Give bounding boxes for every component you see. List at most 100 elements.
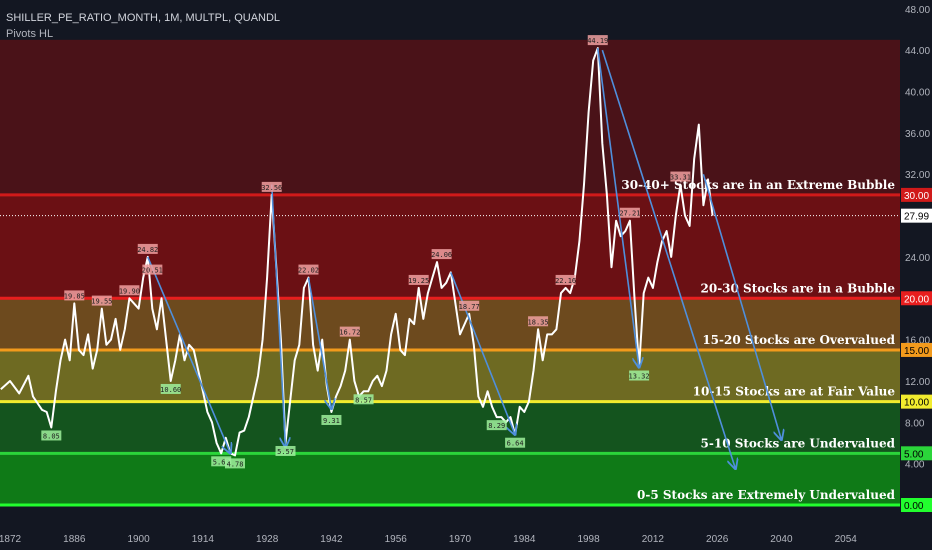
trend-arrow-4 xyxy=(596,47,639,367)
price-tag xyxy=(901,498,932,512)
pivot-low-box-9 xyxy=(629,370,650,381)
zone-band-0 xyxy=(0,39,900,195)
price-tag-label: 15.00 xyxy=(904,346,929,357)
pivot-high-label-10: 18.77 xyxy=(459,303,480,311)
pivot-high-label-3: 24.82 xyxy=(137,246,158,254)
x-tick-label: 1998 xyxy=(577,534,600,545)
zone-label-4: 5-10 Stocks are Undervalued xyxy=(701,436,896,450)
y-tick-label: 24.00 xyxy=(905,253,930,264)
trend-arrow-5 xyxy=(601,49,735,469)
price-tag xyxy=(901,187,932,202)
pivot-low-box-0 xyxy=(41,430,62,441)
x-tick-label: 2054 xyxy=(835,534,858,545)
pivot-low-box-5 xyxy=(321,414,342,425)
x-tick-label: 1872 xyxy=(0,534,22,545)
zone-label-3: 10-15 Stocks are at Fair Value xyxy=(693,385,896,399)
y-tick-label: 48.00 xyxy=(905,5,930,16)
pivot-high-box-1 xyxy=(91,295,112,306)
pivot-low-box-6 xyxy=(353,394,374,405)
y-tick-label: 40.00 xyxy=(905,88,930,99)
price-tag-label: 10.00 xyxy=(904,398,929,409)
pivot-high-label-2: 19.90 xyxy=(119,287,140,295)
pivot-high-label-11: 44.19 xyxy=(587,37,608,45)
pivot-low-box-4 xyxy=(275,445,296,456)
pivot-low-label-1: 10.60 xyxy=(160,386,181,394)
trend-arrow-0 xyxy=(147,256,231,453)
pivot-high-box-2 xyxy=(119,285,140,296)
x-tick-label: 1956 xyxy=(385,534,408,545)
zone-band-5 xyxy=(0,453,900,505)
zone-label-2: 15-20 Stocks are Overvalued xyxy=(702,333,895,347)
pivot-low-label-6: 8.57 xyxy=(355,396,372,404)
pivot-high-box-15 xyxy=(528,316,549,327)
pivot-low-label-8: 6.64 xyxy=(507,440,524,448)
trend-arrow-3 xyxy=(450,272,515,434)
zone-band-3 xyxy=(0,349,900,402)
time-axis xyxy=(0,520,932,550)
chart-title: SHILLER_PE_RATIO_MONTH, 1M, MULTPL, QUAN… xyxy=(6,12,281,24)
trend-arrow-2 xyxy=(307,277,331,409)
pivot-high-label-0: 19.85 xyxy=(64,292,85,300)
zone-band-2 xyxy=(0,298,900,350)
pivot-high-label-7: 16.72 xyxy=(339,329,360,337)
pivot-high-box-11 xyxy=(587,35,608,46)
y-tick-label: 8.00 xyxy=(905,418,925,429)
price-tag xyxy=(901,446,932,461)
current-value-tag xyxy=(901,208,932,223)
current-value-label: 27.99 xyxy=(904,212,929,223)
pivot-high-box-13 xyxy=(670,171,691,182)
x-tick-label: 2040 xyxy=(770,534,793,545)
pivot-high-label-5: 32.56 xyxy=(261,184,282,192)
indicator-name[interactable]: Pivots HL xyxy=(6,28,54,40)
zone-band-4 xyxy=(0,401,900,454)
pivot-low-label-3: 4.78 xyxy=(227,460,244,468)
y-tick-label: 44.00 xyxy=(905,46,930,57)
pivot-high-box-3 xyxy=(137,243,158,254)
shiller-pe-line xyxy=(0,47,714,457)
pivot-high-label-9: 24.06 xyxy=(431,251,452,259)
pivot-high-label-4: 20.51 xyxy=(142,267,163,275)
x-tick-label: 2026 xyxy=(706,534,729,545)
pivot-low-label-0: 8.05 xyxy=(43,432,60,440)
pivot-high-box-6 xyxy=(298,264,319,275)
pivot-low-label-7: 8.29 xyxy=(488,422,505,430)
pivot-low-label-2: 5.63 xyxy=(213,458,230,466)
price-tag-label: 30.00 xyxy=(904,191,929,202)
pivot-high-label-1: 19.55 xyxy=(91,298,112,306)
y-tick-label: 36.00 xyxy=(905,129,930,140)
pivot-high-box-14 xyxy=(555,274,576,285)
zone-label-0: 30-40+ Stocks are in an Extreme Bubble xyxy=(621,178,895,192)
price-tag xyxy=(901,394,932,409)
pivot-low-label-9: 13.32 xyxy=(629,373,650,381)
pivot-low-box-8 xyxy=(505,437,526,448)
price-tag-label: 5.00 xyxy=(904,449,924,460)
x-tick-label: 2012 xyxy=(642,534,665,545)
x-tick-label: 1984 xyxy=(513,534,536,545)
pivot-high-label-15: 18.35 xyxy=(528,318,549,326)
pivot-high-box-9 xyxy=(431,249,452,260)
x-tick-label: 1886 xyxy=(63,534,86,545)
price-tag-label: 20.00 xyxy=(904,294,929,305)
x-tick-label: 1970 xyxy=(449,534,472,545)
pivot-high-box-12 xyxy=(619,207,640,218)
pivot-high-box-10 xyxy=(459,300,480,311)
x-tick-label: 1914 xyxy=(192,534,215,545)
pivot-low-box-2 xyxy=(211,456,232,467)
pivot-high-box-0 xyxy=(64,290,85,301)
pivot-high-box-5 xyxy=(261,181,282,192)
pivot-high-box-4 xyxy=(142,264,163,275)
x-tick-label: 1900 xyxy=(127,534,150,545)
pivot-high-label-6: 22.02 xyxy=(298,267,319,275)
pivot-low-box-7 xyxy=(486,420,507,431)
pivot-high-label-14: 22.16 xyxy=(555,277,576,285)
y-tick-label: 4.00 xyxy=(905,460,925,471)
trend-arrow-6 xyxy=(702,173,781,440)
pivot-low-label-5: 9.31 xyxy=(323,417,340,425)
pivot-low-label-4: 5.57 xyxy=(277,448,294,456)
pivot-high-label-8: 19.25 xyxy=(408,277,429,285)
trend-arrow-1 xyxy=(270,184,286,448)
y-tick-label: 12.00 xyxy=(905,377,930,388)
pivot-high-box-7 xyxy=(339,326,360,337)
pivot-high-box-8 xyxy=(408,274,429,285)
